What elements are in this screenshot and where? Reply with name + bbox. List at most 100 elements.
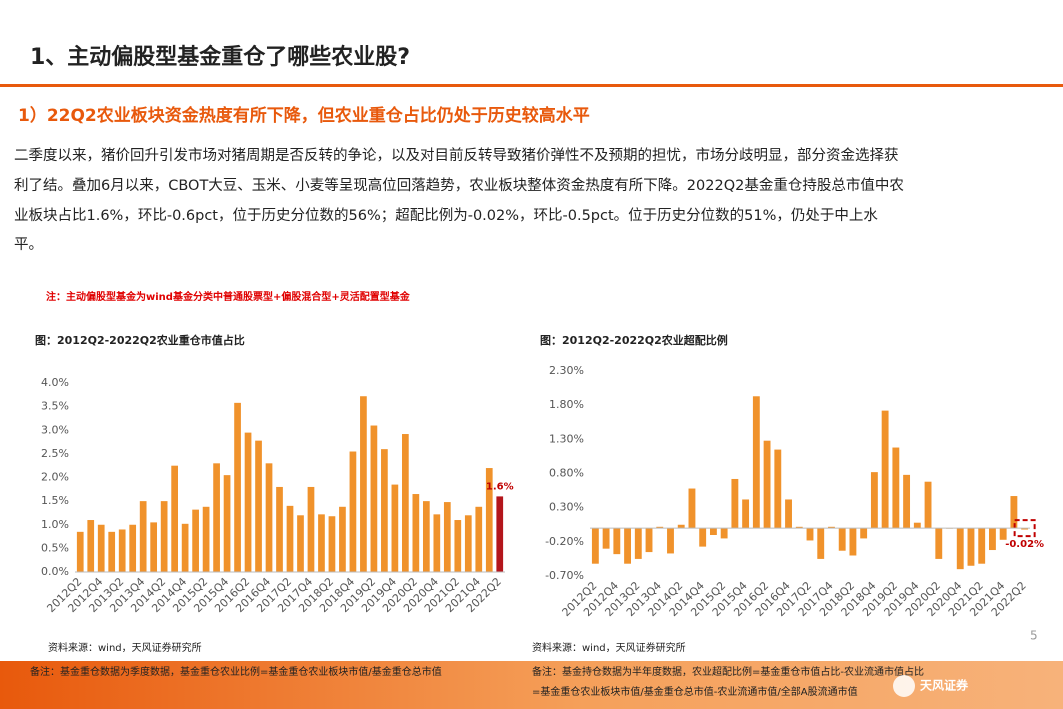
bar [360, 396, 367, 572]
bar [118, 529, 126, 572]
bar [656, 526, 664, 529]
y-tick-label: 0.5% [41, 541, 69, 554]
bar [297, 515, 304, 572]
bar [412, 494, 420, 572]
bar [391, 484, 399, 572]
bar [870, 472, 878, 529]
y-tick-label: 2.30% [549, 364, 584, 377]
footer-note: =基金重仓农业板块市值/基金重仓总市值-农业流通市值/全部A股流通市值 [532, 685, 858, 698]
y-tick-label: 4.0% [41, 376, 69, 389]
y-tick-label: -0.20% [545, 535, 584, 548]
bar [76, 531, 84, 572]
bar [265, 463, 273, 572]
page-title: 1、主动偏股型基金重仓了哪些农业股? [30, 44, 410, 70]
bar [903, 474, 911, 529]
bar [828, 526, 835, 529]
bar [454, 520, 462, 572]
bar [817, 528, 825, 559]
bar [339, 506, 346, 572]
bar [752, 396, 760, 529]
bar [860, 528, 868, 539]
bar [433, 514, 441, 572]
bar [849, 528, 857, 556]
bar [286, 505, 294, 572]
paragraph-line: 业板块占比1.6%，环比-0.6pct，位于历史分位数的56%；超配比例为-0.… [14, 206, 878, 224]
bar [328, 516, 336, 572]
bar [139, 501, 147, 572]
bar [602, 528, 610, 549]
bar [989, 528, 996, 551]
bar [924, 481, 932, 529]
bar [624, 528, 631, 564]
bar [999, 528, 1007, 540]
bar [795, 526, 803, 529]
footer-note: 备注：基金重仓数据为季度数据，基金重仓农业比例=基金重仓农业板块市值/基金重仓总… [30, 665, 442, 678]
logo-icon [893, 675, 915, 697]
bar [97, 524, 105, 572]
y-tick-label: 2.0% [41, 471, 69, 484]
bar [1021, 528, 1029, 530]
y-tick-label: 1.80% [549, 398, 584, 411]
bar [402, 434, 409, 572]
bar [667, 528, 674, 554]
subtitle: 1）22Q2农业板块资金热度有所下降，但农业重仓占比仍处于历史较高水平 [18, 105, 590, 126]
y-tick-label: 3.0% [41, 423, 69, 436]
y-tick-label: 0.80% [549, 467, 584, 480]
y-tick-label: 3.5% [41, 400, 69, 413]
chart-title: 图：2012Q2-2022Q2农业超配比例 [540, 333, 728, 347]
page-number: 5 [1030, 629, 1038, 643]
bar [255, 440, 262, 572]
bar [838, 528, 846, 551]
bar [318, 514, 325, 572]
bar [475, 506, 483, 572]
bar [591, 528, 599, 564]
bar [806, 528, 814, 541]
bar [613, 528, 621, 555]
bar [160, 501, 168, 572]
bar [935, 528, 943, 559]
footer-bar [0, 661, 1063, 709]
bar [956, 528, 964, 570]
chart-title: 图：2012Q2-2022Q2农业重仓市值占比 [35, 333, 245, 347]
bar [223, 475, 231, 572]
bar [349, 451, 357, 572]
y-tick-label: 0.30% [549, 501, 584, 514]
bar [370, 425, 378, 572]
source: 资料来源：wind，天风证券研究所 [48, 641, 202, 654]
bar [881, 410, 889, 529]
title-rule [0, 84, 1063, 87]
y-tick-label: -0.70% [545, 569, 584, 582]
bar [234, 402, 241, 572]
source: 资料来源：wind，天风证券研究所 [532, 641, 686, 654]
bar [677, 524, 685, 529]
paragraph-line: 二季度以来，猪价回升引发市场对猪周期是否反转的争论，以及对目前反转导致猪价弹性不… [14, 146, 899, 164]
paragraph-line: 利了结。叠加6月以来，CBOT大豆、玉米、小麦等呈现高位回落趋势，农业板块整体资… [14, 176, 904, 194]
bar [87, 520, 95, 572]
bar [785, 499, 792, 529]
y-tick-label: 1.30% [549, 432, 584, 445]
bar [967, 528, 975, 566]
bar [688, 488, 696, 529]
bar [774, 449, 782, 529]
bar [1010, 496, 1018, 529]
bar [634, 528, 642, 559]
bar [742, 499, 750, 529]
y-tick-label: 0.0% [41, 565, 69, 578]
bar [108, 531, 116, 572]
footer-note: 备注：基金持仓数据为半年度数据，农业超配比例=基金重仓市值占比-农业流通市值占比 [532, 665, 924, 678]
bar [276, 486, 283, 572]
value-label: -0.02% [1005, 539, 1044, 550]
logo-text: 天风证券 [920, 678, 969, 693]
bar [731, 478, 739, 529]
bar [171, 465, 178, 572]
bar [978, 528, 986, 564]
bar [763, 440, 771, 529]
bar [181, 523, 189, 572]
bar [913, 522, 921, 529]
bar [192, 509, 199, 572]
bar [150, 522, 158, 572]
bar [213, 463, 220, 572]
bar [381, 449, 388, 572]
bar [244, 432, 252, 572]
